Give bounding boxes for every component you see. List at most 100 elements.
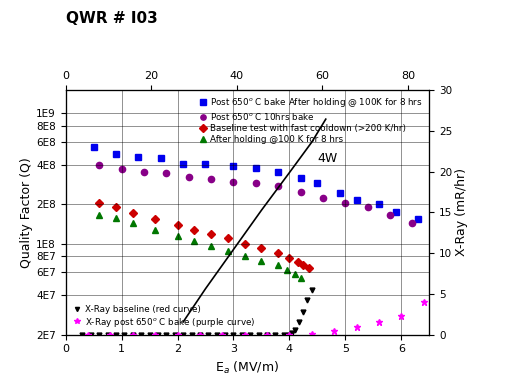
X-Ray baseline (red curve) — [289, 331, 295, 335]
X-Ray post 650$^o$ C bake (purple curve) — [152, 332, 158, 337]
Post 650$^o$ C 10hrs bake — [186, 174, 192, 179]
Post 650$^o$ C bake After holding @ 100K for 8 hrs — [203, 162, 209, 167]
Baseline test with fast cooldown (>200 K/hr) — [152, 217, 158, 221]
X-Ray post 650$^o$ C bake (purple curve) — [286, 332, 292, 337]
X-Ray post 650$^o$ C bake (purple curve) — [331, 329, 337, 334]
X-Ray baseline (red curve) — [188, 332, 194, 337]
Post 650$^o$ C bake After holding @ 100K for 8 hrs — [314, 181, 320, 185]
Post 650$^o$ C bake After holding @ 100K for 8 hrs — [158, 156, 164, 160]
X-Ray post 650$^o$ C bake (purple curve) — [264, 332, 270, 337]
Post 650$^o$ C 10hrs bake — [297, 190, 304, 194]
Post 650$^o$ C 10hrs bake — [342, 201, 348, 205]
Baseline test with fast cooldown (>200 K/hr) — [96, 201, 102, 205]
After holding @100 K for 8 hrs — [275, 263, 281, 268]
X-Ray post 650$^o$ C bake (purple curve) — [354, 325, 360, 329]
Baseline test with fast cooldown (>200 K/hr) — [208, 232, 214, 237]
Post 650$^o$ C 10hrs bake — [119, 167, 125, 171]
Y-axis label: X-Ray (mR/hr): X-Ray (mR/hr) — [455, 168, 468, 256]
Text: QWR # I03: QWR # I03 — [66, 11, 158, 26]
X-Ray post 650$^o$ C bake (purple curve) — [85, 332, 91, 337]
X-Ray post 650$^o$ C bake (purple curve) — [421, 300, 427, 304]
Post 650$^o$ C bake After holding @ 100K for 8 hrs — [275, 170, 281, 174]
After holding @100 K for 8 hrs — [292, 272, 298, 277]
Post 650$^o$ C bake After holding @ 100K for 8 hrs — [376, 202, 382, 206]
X-Ray baseline (red curve) — [79, 332, 85, 337]
X-Ray baseline (red curve) — [256, 332, 262, 337]
X-Ray baseline (red curve) — [105, 332, 111, 337]
X-Ray post 650$^o$ C bake (purple curve) — [398, 314, 405, 318]
X-Ray baseline (red curve) — [247, 332, 254, 337]
Post 650$^o$ C bake After holding @ 100K for 8 hrs — [297, 176, 304, 180]
X-Ray baseline (red curve) — [292, 327, 298, 332]
Post 650$^o$ C bake After holding @ 100K for 8 hrs — [135, 155, 141, 159]
Baseline test with fast cooldown (>200 K/hr) — [300, 262, 307, 267]
Post 650$^o$ C bake After holding @ 100K for 8 hrs — [230, 164, 236, 168]
Legend: X-Ray baseline (red curve), X-Ray post 650$^o$ C bake (purple curve): X-Ray baseline (red curve), X-Ray post 6… — [70, 303, 257, 330]
X-Ray baseline (red curve) — [222, 332, 228, 337]
Post 650$^o$ C 10hrs bake — [141, 170, 147, 174]
After holding @100 K for 8 hrs — [152, 227, 158, 232]
Line: Post 650$^o$ C 10hrs bake: Post 650$^o$ C 10hrs bake — [96, 162, 416, 226]
Post 650$^o$ C 10hrs bake — [230, 180, 236, 185]
X-Ray post 650$^o$ C bake (purple curve) — [219, 332, 225, 337]
Baseline test with fast cooldown (>200 K/hr) — [113, 205, 119, 209]
Post 650$^o$ C 10hrs bake — [320, 196, 326, 200]
X-Ray post 650$^o$ C bake (purple curve) — [130, 332, 136, 337]
After holding @100 K for 8 hrs — [259, 258, 265, 263]
X-Ray baseline (red curve) — [239, 332, 245, 337]
Baseline test with fast cooldown (>200 K/hr) — [191, 227, 197, 232]
Line: X-Ray baseline (red curve): X-Ray baseline (red curve) — [80, 287, 314, 337]
X-Ray post 650$^o$ C bake (purple curve) — [309, 332, 315, 336]
Baseline test with fast cooldown (>200 K/hr) — [306, 266, 312, 270]
Post 650$^o$ C bake After holding @ 100K for 8 hrs — [113, 151, 119, 156]
After holding @100 K for 8 hrs — [96, 213, 102, 217]
Baseline test with fast cooldown (>200 K/hr) — [175, 223, 181, 227]
Baseline test with fast cooldown (>200 K/hr) — [259, 246, 265, 250]
X-Ray baseline (red curve) — [130, 332, 136, 337]
X-Ray post 650$^o$ C bake (purple curve) — [175, 332, 181, 337]
Line: X-Ray post 650$^o$ C bake (purple curve): X-Ray post 650$^o$ C bake (purple curve) — [84, 299, 427, 338]
X-axis label: E$_a$ (MV/m): E$_a$ (MV/m) — [216, 360, 279, 376]
Line: Baseline test with fast cooldown (>200 K/hr): Baseline test with fast cooldown (>200 K… — [96, 200, 312, 271]
After holding @100 K for 8 hrs — [284, 267, 290, 272]
Baseline test with fast cooldown (>200 K/hr) — [275, 250, 281, 255]
Post 650$^o$ C bake After holding @ 100K for 8 hrs — [90, 145, 96, 149]
Post 650$^o$ C bake After holding @ 100K for 8 hrs — [354, 198, 360, 202]
Post 650$^o$ C 10hrs bake — [387, 213, 393, 217]
X-Ray post 650$^o$ C bake (purple curve) — [241, 332, 247, 337]
Post 650$^o$ C bake After holding @ 100K for 8 hrs — [415, 217, 421, 221]
X-Ray baseline (red curve) — [272, 332, 278, 337]
X-Ray post 650$^o$ C bake (purple curve) — [197, 332, 203, 337]
Baseline test with fast cooldown (>200 K/hr) — [286, 255, 292, 260]
After holding @100 K for 8 hrs — [241, 254, 247, 258]
X-Ray baseline (red curve) — [163, 332, 169, 337]
X-Ray post 650$^o$ C bake (purple curve) — [376, 320, 382, 325]
Baseline test with fast cooldown (>200 K/hr) — [241, 241, 247, 246]
X-Ray baseline (red curve) — [305, 298, 311, 303]
Baseline test with fast cooldown (>200 K/hr) — [225, 236, 231, 240]
X-Ray baseline (red curve) — [296, 320, 302, 325]
X-Ray baseline (red curve) — [180, 332, 186, 337]
X-Ray baseline (red curve) — [214, 332, 220, 337]
Y-axis label: Quality Factor (Q): Quality Factor (Q) — [20, 157, 33, 268]
Baseline test with fast cooldown (>200 K/hr) — [295, 260, 301, 264]
Post 650$^o$ C 10hrs bake — [163, 171, 169, 176]
X-Ray baseline (red curve) — [300, 309, 307, 314]
Baseline test with fast cooldown (>200 K/hr) — [130, 211, 136, 216]
Post 650$^o$ C 10hrs bake — [253, 181, 259, 185]
X-Ray baseline (red curve) — [230, 332, 236, 337]
After holding @100 K for 8 hrs — [130, 220, 136, 225]
X-Ray baseline (red curve) — [138, 332, 144, 337]
Post 650$^o$ C 10hrs bake — [208, 177, 214, 182]
Post 650$^o$ C bake After holding @ 100K for 8 hrs — [253, 166, 259, 170]
X-Ray baseline (red curve) — [146, 332, 153, 337]
After holding @100 K for 8 hrs — [113, 215, 119, 220]
Post 650$^o$ C 10hrs bake — [410, 220, 416, 225]
Post 650$^o$ C 10hrs bake — [96, 163, 102, 167]
Post 650$^o$ C bake After holding @ 100K for 8 hrs — [337, 191, 343, 195]
X-Ray baseline (red curve) — [281, 332, 287, 337]
Post 650$^o$ C bake After holding @ 100K for 8 hrs — [180, 161, 186, 166]
X-Ray baseline (red curve) — [205, 332, 211, 337]
X-Ray baseline (red curve) — [121, 332, 127, 337]
X-Ray baseline (red curve) — [88, 332, 94, 337]
